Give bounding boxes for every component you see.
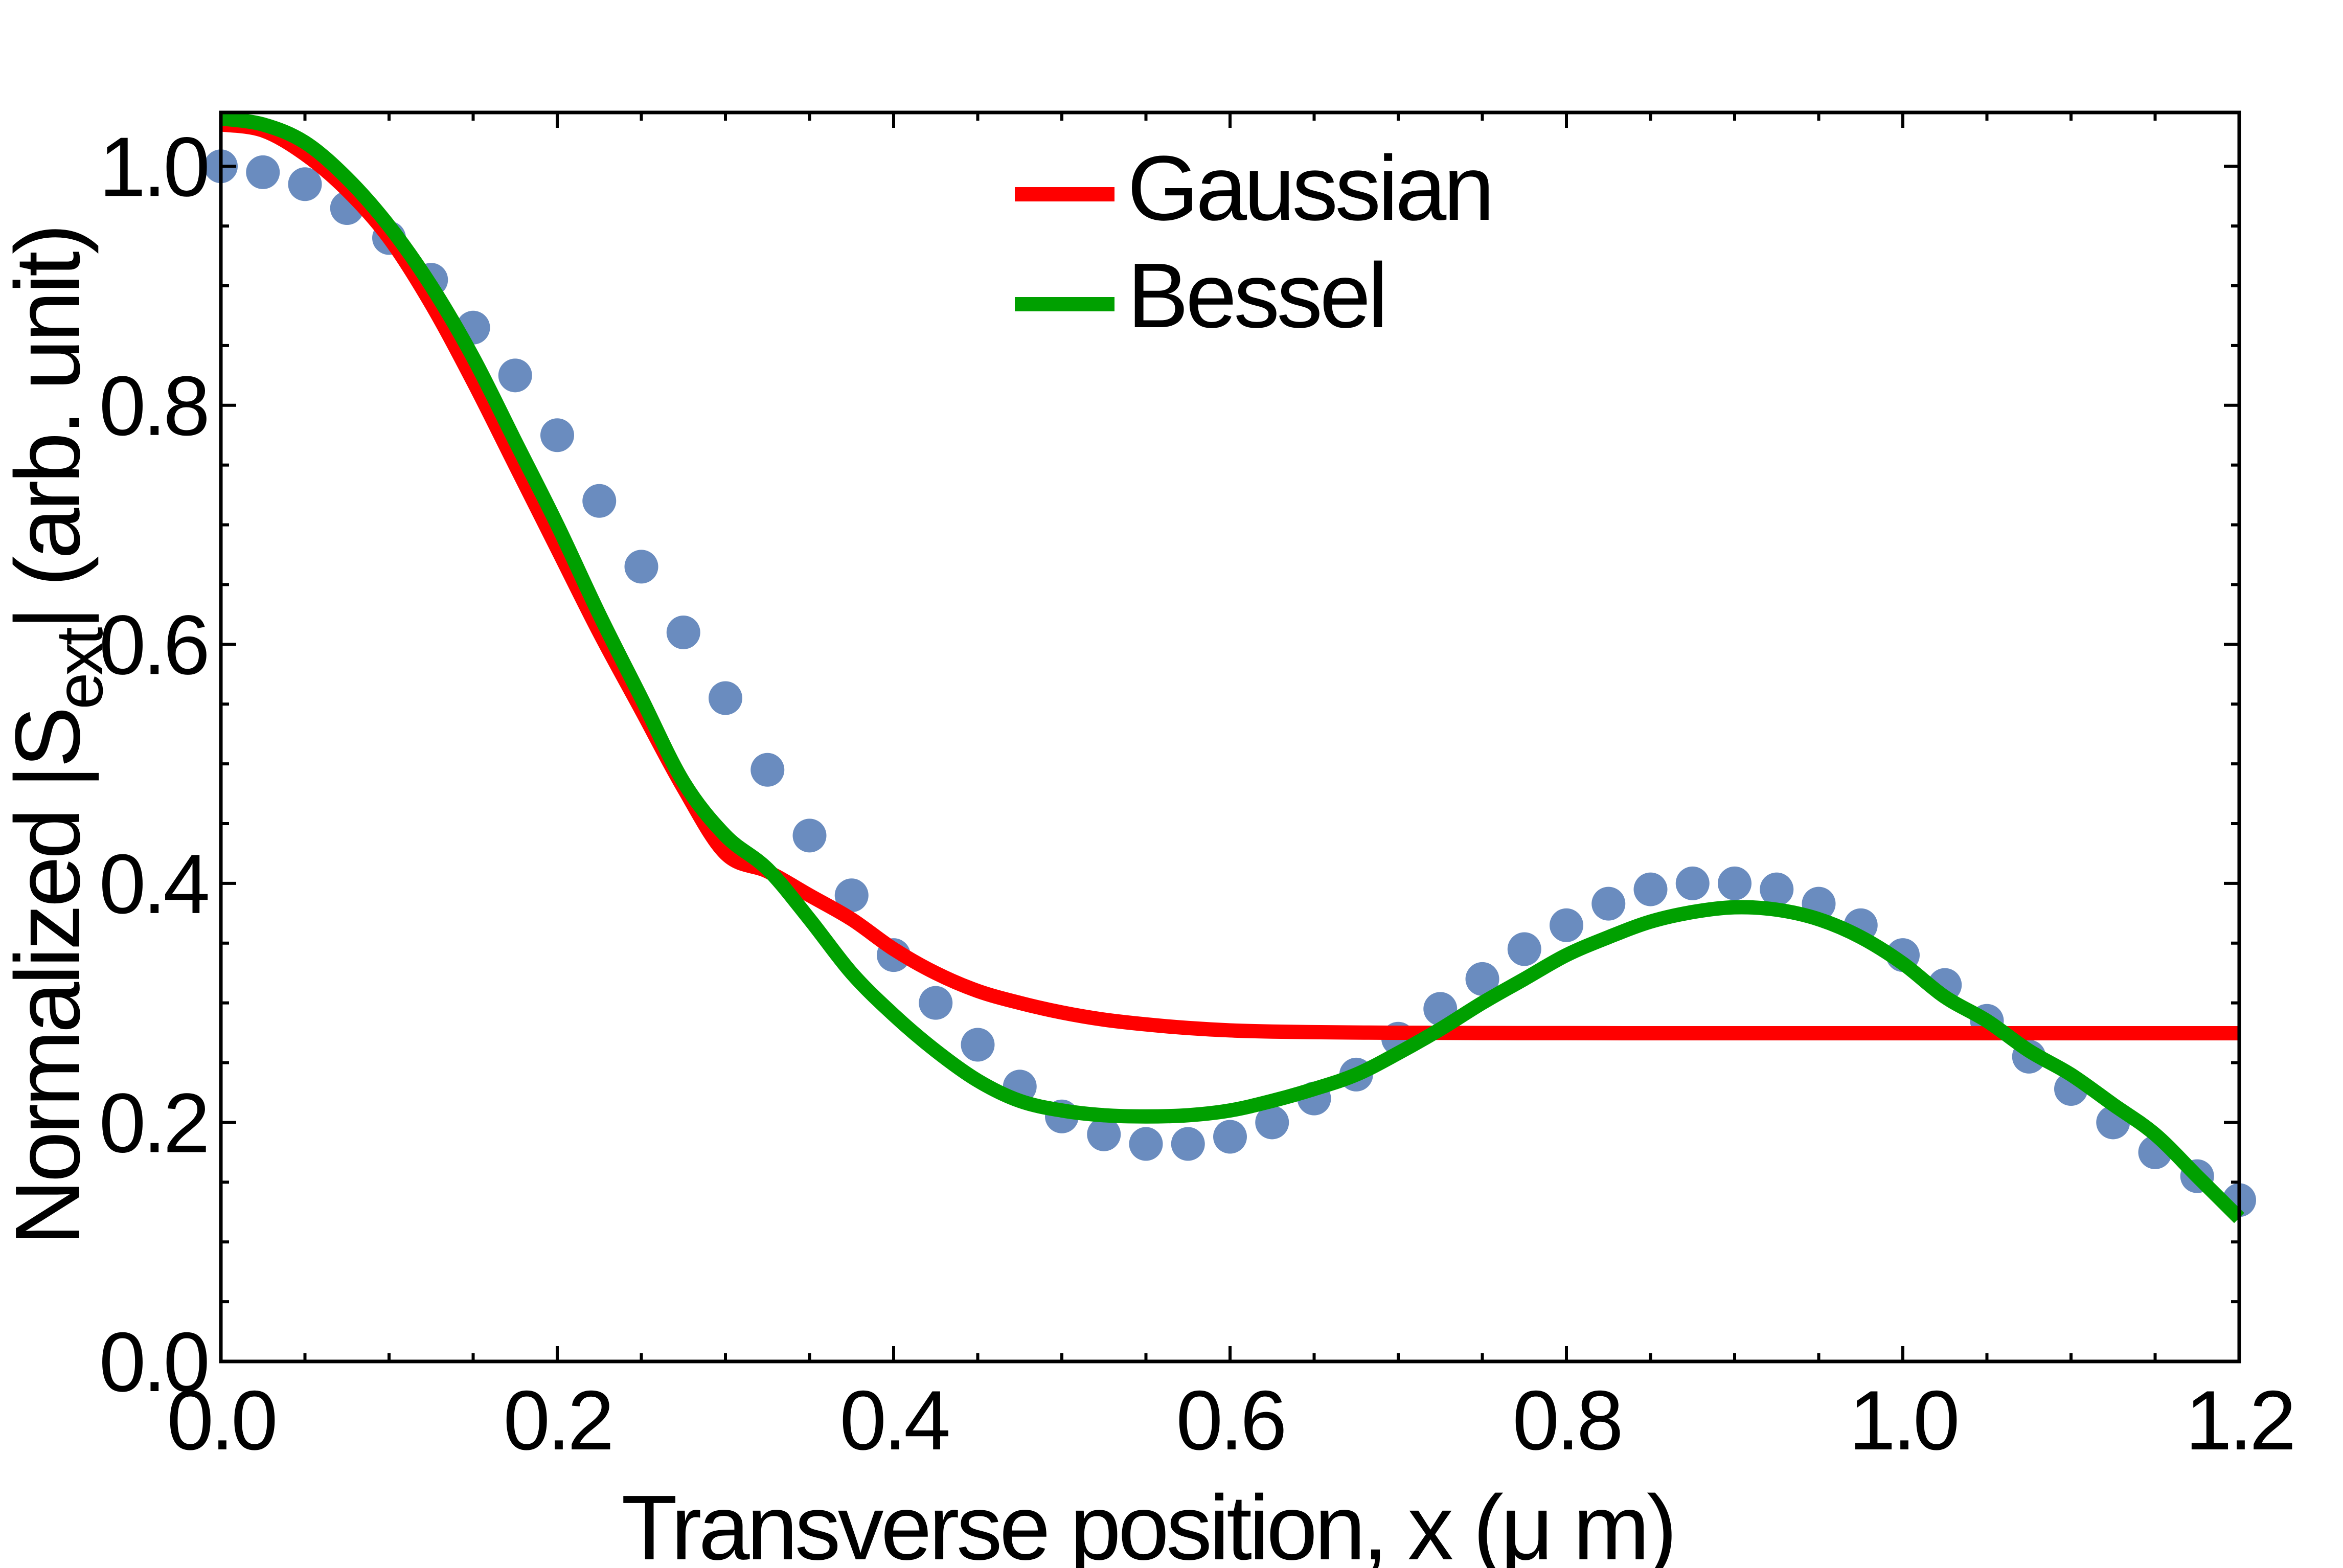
data-point xyxy=(1213,1120,1247,1154)
y-tick-label: 0.2 xyxy=(99,1076,207,1170)
data-point xyxy=(624,550,658,584)
data-point xyxy=(1171,1127,1205,1161)
y-axis-label: Normalized |Sext| (arb. unit) xyxy=(0,226,117,1246)
x-tick-label: 0.8 xyxy=(1512,1373,1620,1467)
data-point xyxy=(666,615,700,649)
axis-ticks xyxy=(219,112,2241,1363)
x-tick-label: 0.2 xyxy=(503,1373,611,1467)
x-tick-labels: 0.0 0.2 0.4 0.6 0.8 1.0 1.2 xyxy=(167,1373,2296,1467)
data-point xyxy=(1465,962,1499,996)
y-tick-label: 0.0 xyxy=(99,1315,208,1409)
x-tick-label: 0.0 xyxy=(167,1373,275,1467)
data-point xyxy=(1550,908,1583,942)
y-tick-label: 0.4 xyxy=(99,837,208,931)
data-point xyxy=(834,878,869,913)
y-tick-label: 0.8 xyxy=(99,359,207,453)
line-series xyxy=(220,111,2244,1223)
data-point xyxy=(1129,1127,1163,1161)
y-tick-label: 1.0 xyxy=(99,120,208,214)
data-point xyxy=(582,484,617,518)
data-point xyxy=(961,1028,995,1062)
data-point xyxy=(1591,887,1626,921)
data-point xyxy=(750,753,785,787)
data-point xyxy=(540,418,574,452)
data-point xyxy=(919,986,953,1020)
series-line-gaussian xyxy=(220,117,2239,1041)
x-tick-label: 0.6 xyxy=(1176,1373,1284,1467)
data-point xyxy=(1087,1117,1121,1151)
data-point xyxy=(1760,872,1794,906)
data-point xyxy=(709,681,742,715)
x-axis-label: Transverse position, x (μ m) xyxy=(621,1476,1674,1568)
y-tick-label: 0.6 xyxy=(99,598,207,692)
data-point xyxy=(498,358,532,393)
legend-label-gaussian: Gaussian xyxy=(1127,137,1491,240)
legend: Gaussian Bessel xyxy=(1015,137,1494,347)
y-tick-labels: 0.0 0.2 0.4 0.6 0.8 1.0 xyxy=(99,120,211,1409)
y-axis-label-prefix: Normalized |S xyxy=(0,710,99,1246)
data-point xyxy=(792,819,827,853)
data-point xyxy=(288,167,322,201)
data-point xyxy=(1633,872,1668,906)
x-tick-label: 0.4 xyxy=(839,1373,948,1467)
data-point xyxy=(1255,1105,1289,1140)
data-point xyxy=(1675,866,1710,900)
y-axis-label-subscript: ext xyxy=(42,627,117,709)
x-tick-label: 1.0 xyxy=(1849,1373,1957,1467)
data-point xyxy=(246,155,280,189)
plot-area xyxy=(204,110,2256,1364)
y-axis-label-suffix: | (arb. unit) xyxy=(0,226,99,630)
data-point xyxy=(1507,932,1541,966)
legend-label-bessel: Bessel xyxy=(1127,244,1385,347)
data-point xyxy=(1718,866,1751,900)
series-line-bessel xyxy=(220,111,2244,1223)
x-tick-label: 1.2 xyxy=(2185,1373,2293,1467)
